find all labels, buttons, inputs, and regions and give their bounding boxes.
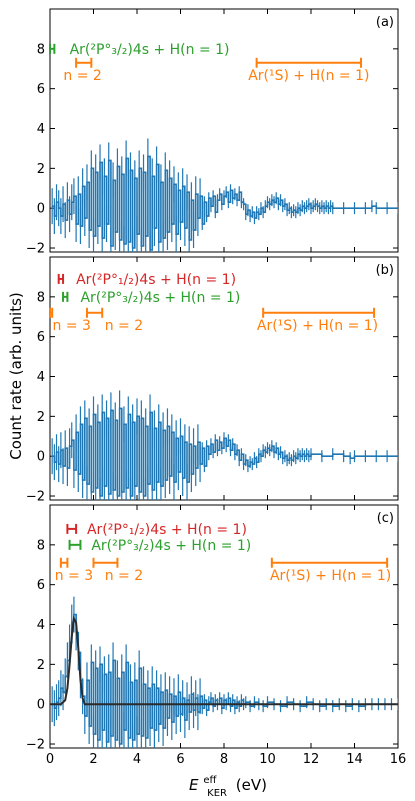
range-label: Ar(²P°₃/₂)4s + H(n = 1)	[91, 538, 251, 554]
x-tick-label: 8	[220, 752, 228, 767]
panel-b: −2 0 2 4 6 8 (b) Ar(²P°₁/₂)4s + H(n = 1) Ar(²P°₃…	[26, 256, 399, 505]
range-label: Ar(²P°₁/₂)4s + H(n = 1)	[76, 272, 236, 288]
x-axis-subscript: KER	[207, 788, 227, 799]
panel-label: (c)	[377, 511, 394, 526]
x-tick-label: 6	[176, 752, 184, 767]
y-tick-label: 6	[37, 330, 45, 345]
x-tick-label: 12	[303, 752, 320, 767]
range-label: Ar(²P°₃/₂)4s + H(n = 1)	[70, 42, 230, 58]
y-tick-label: 0	[37, 450, 45, 465]
y-tick-label: 2	[37, 162, 45, 177]
range-label: Ar(¹S) + H(n = 1)	[248, 68, 369, 84]
y-tick-label: 8	[37, 538, 45, 553]
y-tick-label: 6	[37, 82, 45, 97]
y-tick-label: 0	[37, 698, 45, 713]
x-axis-title: E eff KER (eV)	[189, 769, 267, 800]
range-label: Ar(²P°₁/₂)4s + H(n = 1)	[87, 522, 247, 538]
x-tick-label: 2	[89, 752, 97, 767]
y-tick-label: 4	[37, 370, 45, 385]
series-group	[51, 390, 398, 500]
range-label: n = 3	[53, 318, 91, 334]
panel-label: (b)	[376, 263, 394, 278]
y-tick-label: 6	[37, 578, 45, 593]
y-tick-label: 4	[37, 618, 45, 633]
x-axis-symbol: E	[189, 776, 199, 794]
range-label: n = 2	[105, 318, 143, 334]
fit-line	[50, 615, 398, 706]
x-tick-label: 10	[259, 752, 276, 767]
y-tick-label: 8	[37, 42, 45, 57]
x-tick-label: 14	[346, 752, 363, 767]
x-axis-unit: (eV)	[236, 776, 267, 794]
y-tick-label: 8	[37, 290, 45, 305]
x-tick-label: 16	[390, 752, 407, 767]
panel-label: (a)	[376, 15, 394, 30]
y-tick-label: 0	[37, 202, 45, 217]
panel-a: −2 0 2 4 6 8 (a) Ar(²P°₃/₂)4s + H(n = 1) n = 2 Ar…	[26, 8, 399, 257]
x-tick-label: 0	[46, 752, 54, 767]
y-axis-title: Count rate (arb. units)	[7, 292, 25, 460]
series-group	[50, 596, 398, 748]
y-tick-label: −2	[26, 242, 45, 257]
y-tick-label: −2	[26, 490, 45, 505]
y-tick-label: 2	[37, 410, 45, 425]
range-label: n = 3	[55, 568, 93, 584]
y-tick-label: 2	[37, 658, 45, 673]
range-label: Ar(¹S) + H(n = 1)	[257, 318, 378, 334]
y-tick-label: −2	[26, 738, 45, 753]
range-label: Ar(¹S) + H(n = 1)	[270, 568, 391, 584]
range-label: n = 2	[63, 68, 101, 84]
x-axis-superscript: eff	[203, 775, 217, 786]
x-tick-label: 4	[133, 752, 141, 767]
series-group	[51, 138, 398, 252]
range-label: Ar(²P°₃/₂)4s + H(n = 1)	[80, 290, 240, 306]
y-tick-label: 4	[37, 122, 45, 137]
range-label: n = 2	[105, 568, 143, 584]
